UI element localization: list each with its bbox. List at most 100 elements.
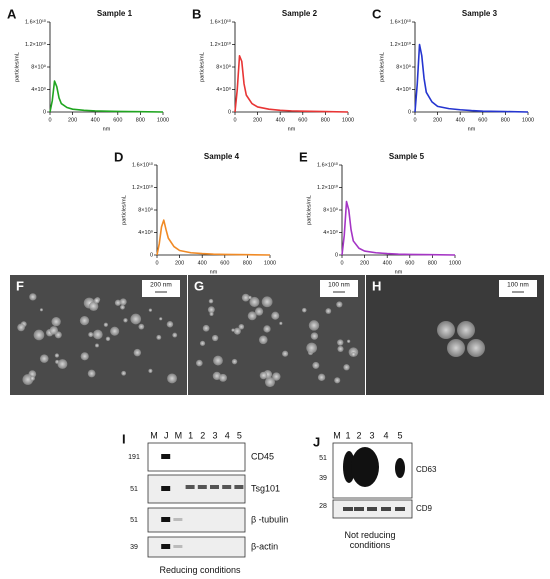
- particle: [264, 376, 276, 388]
- x-axis-label: nm: [395, 269, 403, 275]
- x-tick-label: 200: [253, 117, 262, 123]
- lane-label: 1: [188, 430, 193, 440]
- x-axis-label: nm: [468, 126, 476, 132]
- y-tick-label: 0: [408, 109, 411, 115]
- x-tick-label: 1000: [449, 260, 461, 266]
- band: [367, 507, 377, 511]
- particle: [93, 297, 100, 304]
- particle: [308, 320, 320, 331]
- x-tick-label: 600: [405, 260, 414, 266]
- y-tick-label: 1.2×10¹⁰: [25, 41, 47, 48]
- particle: [119, 298, 127, 306]
- chart-title: Sample 2: [282, 9, 318, 18]
- scale-label: 100 nm: [328, 282, 350, 289]
- panel-letter: I: [122, 431, 126, 446]
- x-tick-label: 200: [175, 260, 184, 266]
- panel-letter: G: [194, 278, 204, 293]
- particle: [467, 339, 485, 357]
- x-tick-label: 1000: [157, 117, 169, 123]
- x-tick-label: 400: [198, 260, 207, 266]
- particle: [196, 359, 203, 367]
- lane-label: M: [150, 430, 158, 440]
- x-tick-label: 600: [113, 117, 122, 123]
- band: [161, 544, 171, 549]
- particle: [156, 334, 162, 340]
- x-tick-label: 0: [155, 260, 158, 266]
- data-line: [341, 200, 456, 256]
- band: [395, 507, 405, 511]
- y-tick-label: 8×10⁹: [396, 63, 411, 70]
- particle: [39, 354, 49, 363]
- particle: [95, 343, 99, 348]
- particle: [39, 308, 43, 312]
- caption: Reducing conditions: [159, 565, 241, 575]
- particle: [312, 361, 320, 369]
- particle: [241, 293, 250, 302]
- particle: [17, 323, 25, 332]
- y-tick-label: 1.6×10¹⁰: [25, 18, 47, 25]
- particle: [120, 304, 125, 310]
- particle: [172, 332, 178, 338]
- particle: [202, 324, 210, 332]
- y-axis-label: particles/mL: [14, 52, 20, 82]
- y-tick-label: 4×10⁹: [31, 86, 46, 93]
- x-tick-label: 800: [136, 117, 145, 123]
- band: [343, 451, 355, 483]
- lane-label: 2: [200, 430, 205, 440]
- particle: [249, 296, 260, 307]
- particle: [54, 353, 60, 358]
- particle: [29, 293, 37, 301]
- y-tick-label: 0: [43, 109, 46, 115]
- particle: [231, 358, 238, 365]
- lane-label: M: [175, 430, 183, 440]
- particle: [87, 369, 96, 378]
- row-label: Tsg101: [251, 483, 280, 493]
- x-tick-label: 1000: [264, 260, 276, 266]
- band: [161, 486, 171, 491]
- row-label: CD9: [416, 504, 433, 513]
- y-tick-label: 8×10⁹: [138, 206, 153, 213]
- particle: [310, 332, 319, 340]
- x-tick-label: 400: [383, 260, 392, 266]
- x-tick-label: 400: [276, 117, 285, 123]
- scale-label: 100 nm: [507, 282, 529, 289]
- x-tick-label: 200: [68, 117, 77, 123]
- scale-box: [320, 280, 358, 297]
- particle: [247, 311, 257, 321]
- x-tick-label: 1000: [522, 117, 534, 123]
- mw-label: 39: [319, 475, 327, 482]
- particle: [33, 329, 45, 341]
- particle: [166, 320, 174, 328]
- data-line: [234, 54, 349, 113]
- particle: [207, 306, 215, 314]
- band: [234, 485, 244, 489]
- particle: [133, 348, 142, 357]
- lane-label: 3: [369, 430, 374, 440]
- particle: [233, 327, 241, 335]
- particle: [138, 323, 145, 330]
- band: [173, 518, 183, 521]
- panel-letter: J: [313, 434, 320, 449]
- lane-label: 4: [383, 430, 388, 440]
- particle: [167, 373, 177, 384]
- chart-title: Sample 4: [204, 152, 240, 161]
- lane-label: 4: [225, 430, 230, 440]
- band: [197, 485, 207, 489]
- particle: [123, 318, 128, 323]
- panel-letter: B: [192, 6, 201, 21]
- particle: [261, 296, 273, 308]
- y-tick-label: 1.2×10¹⁰: [390, 41, 412, 48]
- y-tick-label: 1.2×10¹⁰: [210, 41, 232, 48]
- particle: [457, 321, 475, 339]
- lane-label: 2: [356, 430, 361, 440]
- lane-label: 1: [345, 430, 350, 440]
- x-tick-label: 1000: [342, 117, 354, 123]
- y-tick-label: 4×10⁹: [216, 86, 231, 93]
- mw-label: 28: [319, 503, 327, 510]
- panel-letter: H: [372, 278, 381, 293]
- band: [395, 458, 405, 478]
- band: [354, 507, 364, 511]
- particle: [258, 335, 268, 345]
- particle: [337, 345, 344, 353]
